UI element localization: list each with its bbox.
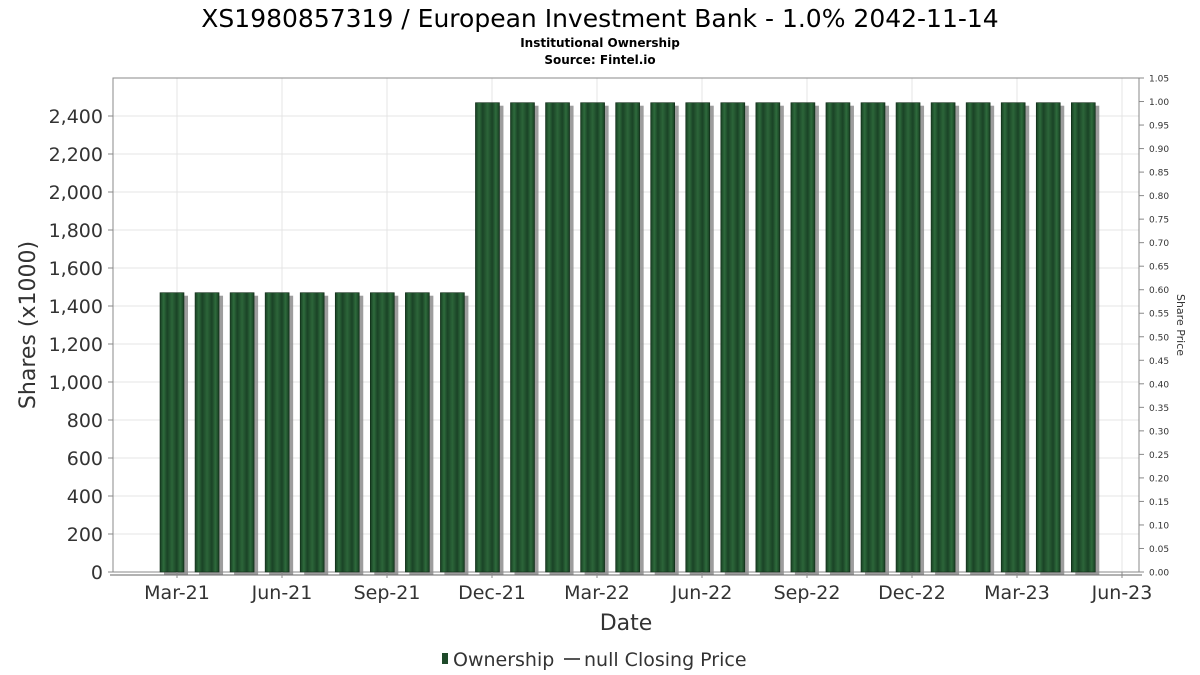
ownership-bar — [895, 102, 921, 573]
x-tick-label: Jun-21 — [251, 582, 313, 604]
ownership-bar — [545, 102, 570, 573]
y2-tick-label: 0.30 — [1149, 427, 1169, 437]
ownership-bar — [369, 292, 395, 573]
y2-tick-label: 0.60 — [1149, 286, 1169, 296]
y2-tick-label: 0.45 — [1149, 357, 1169, 367]
ownership-bar — [685, 102, 711, 573]
y2-tick-label: 0.95 — [1149, 122, 1169, 132]
y-tick-label: 1,600 — [49, 258, 103, 280]
y2-tick-label: 0.35 — [1149, 404, 1169, 414]
x-tick-label: Jun-23 — [1091, 582, 1153, 604]
ownership-bar — [965, 102, 991, 573]
ownership-bar — [194, 292, 220, 573]
chart-source: Source: Fintel.io — [544, 53, 655, 67]
legend-ownership-label: Ownership — [453, 649, 554, 671]
y2-tick-label: 1.05 — [1149, 75, 1169, 85]
x-tick-label: Sep-22 — [774, 582, 841, 604]
y-tick-label: 2,400 — [49, 106, 103, 128]
ownership-bar — [1035, 102, 1061, 573]
ownership-bar — [405, 292, 430, 573]
ownership-bar — [790, 102, 816, 573]
x-tick-label: Mar-22 — [564, 582, 630, 604]
y2-tick-label: 0.05 — [1149, 545, 1169, 555]
y-tick-label: 1,200 — [49, 334, 103, 356]
y2-tick-label: 0.10 — [1149, 521, 1169, 531]
y-tick-label: 400 — [67, 486, 103, 508]
ownership-bar — [264, 292, 290, 573]
y2-tick-label: 0.00 — [1149, 569, 1169, 579]
y2-tick-label: 0.15 — [1149, 498, 1169, 508]
ownership-bar — [755, 102, 781, 573]
y-tick-label: 200 — [67, 524, 103, 546]
y2-tick-label: 0.40 — [1149, 380, 1169, 390]
bars-group — [159, 102, 1100, 575]
chart-subtitle: Institutional Ownership — [520, 36, 680, 50]
ownership-bar — [580, 102, 605, 573]
ownership-bar — [475, 102, 500, 573]
ownership-bar — [1071, 102, 1096, 573]
ownership-bar — [825, 102, 851, 573]
chart-title: XS1980857319 / European Investment Bank … — [201, 4, 998, 33]
y2-tick-label: 0.65 — [1149, 263, 1169, 273]
y2-tick-label: 0.90 — [1149, 145, 1169, 155]
y2-tick-label: 0.85 — [1149, 169, 1169, 179]
ownership-bar — [650, 102, 676, 573]
ownership-bar — [229, 292, 255, 573]
ownership-bar — [720, 102, 746, 573]
ownership-bar — [510, 102, 535, 573]
x-tick-label: Mar-23 — [984, 582, 1050, 604]
ownership-bar — [299, 292, 325, 573]
y2-tick-label: 0.50 — [1149, 333, 1169, 343]
x-tick-label: Dec-21 — [458, 582, 526, 604]
legend-ownership-swatch — [442, 653, 448, 664]
right-axis-ticks: 0.00 0.05 0.10 0.15 0.20 0.25 0.30 0.35 0.40 0.45… — [1139, 75, 1169, 579]
x-tick-label: Sep-21 — [354, 582, 421, 604]
y-tick-label: 2,000 — [49, 182, 103, 204]
ownership-bar — [615, 102, 640, 573]
y-tick-label: 0 — [91, 562, 103, 584]
x-tick-label: Jun-22 — [671, 582, 733, 604]
ownership-bar — [860, 102, 886, 573]
x-tick-label: Mar-21 — [144, 582, 210, 604]
y2-axis-label: Share Price — [1174, 294, 1187, 356]
y-tick-label: 1,400 — [49, 296, 103, 318]
y2-tick-label: 0.55 — [1149, 310, 1169, 320]
y2-tick-label: 0.70 — [1149, 239, 1169, 249]
y2-tick-label: 0.75 — [1149, 216, 1169, 226]
legend-price-label: null Closing Price — [584, 649, 747, 671]
y-tick-label: 800 — [67, 410, 103, 432]
y-tick-label: 1,000 — [49, 372, 103, 394]
ownership-bar — [440, 292, 465, 573]
left-axis-ticks: 0 200 400 600 800 1,000 1,200 1,400 1,600 1,800 2,… — [49, 106, 113, 584]
y-axis-label: Shares (x1000) — [16, 241, 41, 409]
ownership-bar — [930, 102, 956, 573]
y-tick-label: 2,200 — [49, 144, 103, 166]
ownership-bar — [334, 292, 360, 573]
y2-tick-label: 1.00 — [1149, 98, 1169, 108]
ownership-bar — [159, 292, 185, 573]
y2-tick-label: 0.80 — [1149, 192, 1169, 202]
x-tick-label: Dec-22 — [878, 582, 946, 604]
x-axis-ticks: Mar-21 Jun-21 Sep-21 Dec-21 Mar-22 Jun-22 Sep-… — [144, 572, 1152, 604]
y-tick-label: 600 — [67, 448, 103, 470]
y2-tick-label: 0.25 — [1149, 451, 1169, 461]
x-axis-label: Date — [600, 611, 653, 636]
ownership-bar — [1000, 102, 1026, 573]
legend: Ownership null Closing Price — [442, 649, 747, 671]
y2-tick-label: 0.20 — [1149, 474, 1169, 484]
y-tick-label: 1,800 — [49, 220, 103, 242]
